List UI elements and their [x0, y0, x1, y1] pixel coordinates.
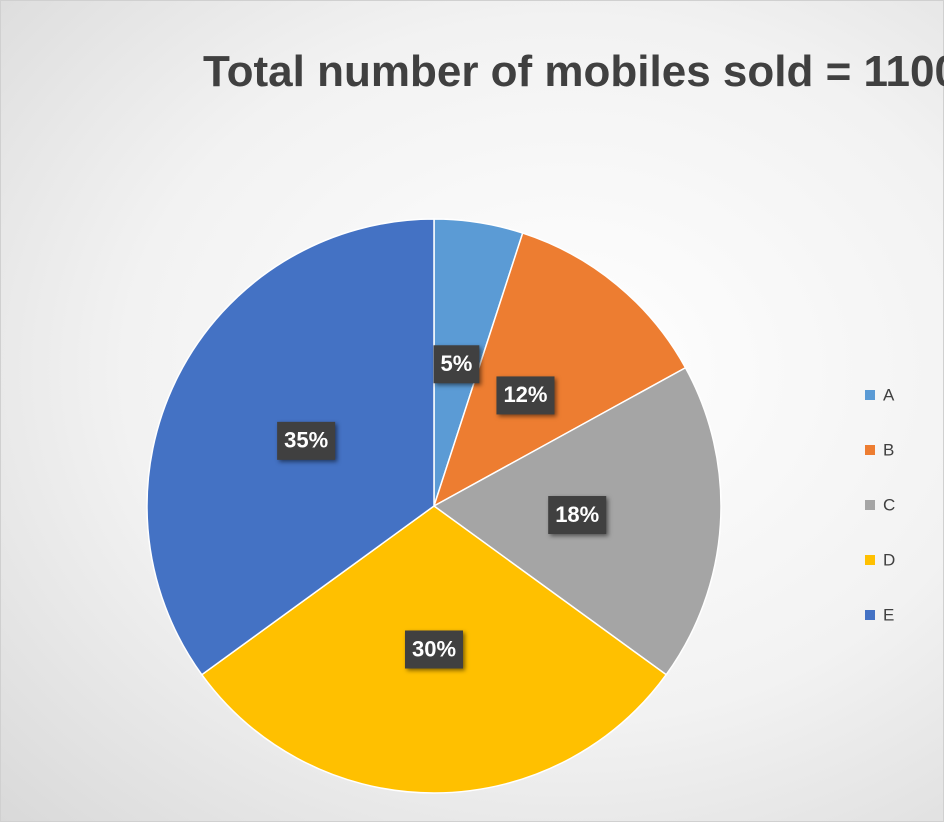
data-label: 35%: [277, 421, 336, 460]
legend-swatch: [865, 445, 875, 455]
legend-swatch: [865, 610, 875, 620]
legend-label: E: [883, 605, 894, 624]
legend-label: A: [883, 385, 895, 404]
legend-swatch: [865, 500, 875, 510]
data-label-text: 5%: [441, 351, 473, 376]
legend-label: C: [883, 495, 895, 514]
data-label-box: [277, 421, 336, 460]
data-label: 18%: [548, 496, 607, 535]
data-label-box: [433, 345, 480, 384]
data-label-box: [496, 376, 555, 415]
legend-label: B: [883, 440, 894, 459]
data-label: 12%: [496, 376, 555, 415]
data-label: 30%: [404, 630, 464, 669]
chart-title: Total number of mobiles sold = 1100: [203, 47, 944, 96]
data-label-box: [404, 630, 464, 669]
data-label-text: 35%: [284, 428, 328, 453]
data-label: 5%: [433, 345, 480, 384]
pie-slice: [432, 232, 687, 508]
data-label-text: 18%: [555, 502, 599, 527]
data-label-text: 12%: [503, 382, 547, 407]
legend-label: D: [883, 550, 895, 569]
data-label-box: [548, 496, 607, 535]
legend-swatch: [865, 555, 875, 565]
data-label-text: 30%: [412, 636, 456, 661]
legend-swatch: [865, 390, 875, 400]
